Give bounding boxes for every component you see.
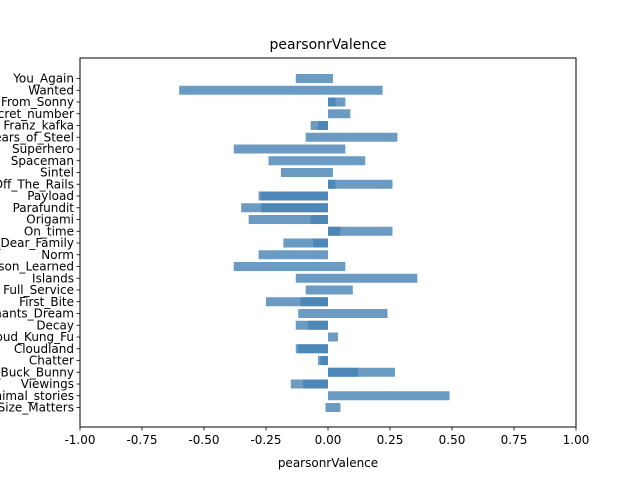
y-tick-label: Franz_kafka (3, 119, 74, 133)
bar-Secret_number-s1 (328, 109, 351, 119)
bar-Animal_stories-s1 (328, 391, 450, 401)
bar-Lesson_Learned-s0 (233, 262, 328, 271)
x-tick-label: -1.00 (64, 433, 95, 447)
bar-On_time-s1 (328, 226, 393, 236)
bar-Spaceman-s1 (328, 156, 366, 166)
bar-Our_Dear_Family-s1 (313, 238, 328, 248)
bar-Superhero-s0 (233, 144, 328, 154)
bar-From_Sonny-s2 (328, 97, 336, 107)
bar-Franz_kafka-s1 (318, 121, 328, 130)
bar-Full_Service-s1 (328, 285, 353, 295)
y-tick-label: Full_Service (3, 283, 74, 297)
y-tick-label: Tears_of_Steel (0, 130, 74, 144)
bar-You_Again-s1 (328, 74, 333, 83)
y-tick-label: Norm (41, 248, 74, 262)
chart-title: pearsonrValence (269, 37, 386, 53)
bar-Norm-s0 (258, 250, 328, 260)
y-tick-label: Islands (32, 271, 74, 285)
bar-Size_Matters-s0 (325, 403, 328, 412)
bar-Sintel-s1 (328, 168, 333, 177)
y-tick-label: Wanted (28, 83, 74, 97)
y-tick-label: Chatter (29, 354, 74, 368)
y-tick-label: From_Sonny (1, 95, 74, 109)
bar-Tears_of_Steel-s1 (328, 132, 398, 142)
bar-Our_Dear_Family-s0 (283, 238, 328, 248)
y-tick-label: Size_Matters (0, 401, 74, 415)
bar-Decay-s1 (308, 320, 328, 330)
y-tick-label: You_Again (12, 72, 74, 86)
bar-From_Sonny-s1 (328, 97, 346, 107)
y-tick-label: Viewings (21, 377, 74, 391)
bar-Off_The_Rails-s1 (328, 179, 393, 189)
y-tick-label: Origami (26, 213, 74, 227)
bar-Superhero-s1 (328, 144, 346, 154)
y-tick-label: Our_Dear_Family (0, 236, 74, 250)
x-tick-label: -0.50 (188, 433, 219, 447)
y-tick-label: Sintel (40, 166, 74, 180)
bar-Sintel-s0 (280, 168, 328, 177)
bar-Parafundit-s1 (261, 203, 328, 213)
y-tick-label: Lesson_Learned (0, 260, 74, 274)
y-tick-label: Cloudland (14, 342, 74, 356)
y-tick-label: Superhero (12, 142, 74, 156)
y-tick-label: Payload (27, 189, 74, 203)
bar-Big_Buck_Bunny-s1 (328, 367, 395, 377)
y-tick-label: Big_Buck_Bunny (0, 365, 74, 379)
x-axis-label: pearsonrValence (278, 456, 378, 470)
y-tick-label: Animal_stories (0, 389, 74, 403)
bar-Origami-s0 (248, 215, 328, 224)
bar-Wanted-s0 (179, 85, 328, 95)
x-tick-label: 0.00 (315, 433, 342, 447)
bar-Tears_of_Steel-s0 (305, 132, 328, 142)
bar-Big_Buck_Bunny-s2 (328, 367, 358, 377)
bar-Cloud_Kung_Fu-s1 (328, 332, 338, 342)
y-tick-label: Off_The_Rails (0, 177, 74, 191)
y-tick-label: Elephants_Dream (0, 307, 74, 321)
y-tick-label: Decay (36, 318, 74, 332)
y-tick-label: Cloud_Kung_Fu (0, 330, 74, 344)
bar-Elephants_Dream-s0 (298, 309, 328, 318)
y-tick-label: On_time (24, 224, 74, 238)
x-tick-label: 1.00 (563, 433, 590, 447)
bar-Cloudland-s1 (298, 344, 328, 354)
y-tick-label: Parafundit (13, 201, 75, 215)
x-tick-label: -0.75 (126, 433, 157, 447)
x-tick-label: 0.25 (377, 433, 404, 447)
y-tick-label: Secret_number (0, 107, 74, 121)
bar-Origami-s1 (310, 215, 328, 224)
bar-Viewings-s1 (303, 379, 328, 389)
plot-frame (79, 57, 577, 428)
bar-Elephants_Dream-s1 (328, 309, 388, 318)
y-tick-label: Spaceman (11, 154, 74, 168)
bar-Lesson_Learned-s1 (328, 262, 346, 271)
bar-You_Again-s0 (295, 74, 328, 83)
bar-Payload-s1 (261, 191, 328, 201)
y-tick-labels: You_AgainWantedFrom_SonnySecret_numberFr… (0, 72, 80, 415)
bars-group (179, 74, 450, 412)
bar-First_Bite-s0 (266, 297, 328, 307)
bar-On_time-s2 (328, 226, 341, 236)
x-ticks: -1.00 -0.75 -0.50 -0.25 0.00 0.25 0.50 0.75 1.00 (64, 427, 589, 447)
bar-Spaceman-s0 (268, 156, 328, 166)
bar-Full_Service-s0 (305, 285, 328, 295)
bar-Size_Matters-s1 (328, 403, 341, 412)
bar-Wanted-s1 (328, 85, 383, 95)
x-tick-label: 0.50 (439, 433, 466, 447)
bar-Chatter-s1 (320, 356, 328, 365)
x-tick-label: 0.75 (501, 433, 528, 447)
bar-Islands-s1 (328, 273, 418, 283)
bar-Off_The_Rails-s2 (328, 179, 336, 189)
bar-First_Bite-s1 (300, 297, 328, 307)
y-tick-label: First_Bite (19, 295, 74, 309)
bar-Islands-s0 (295, 273, 328, 283)
x-tick-label: -0.25 (250, 433, 281, 447)
